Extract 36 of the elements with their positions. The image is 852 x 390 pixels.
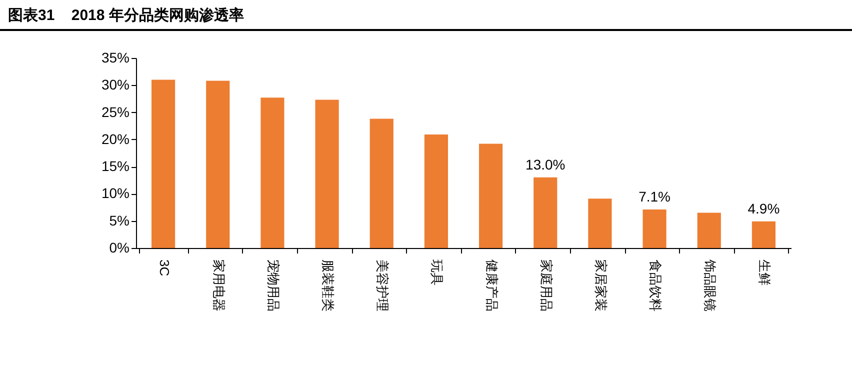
y-tick-label: 10% [101, 185, 130, 202]
bar [424, 134, 448, 248]
bar [479, 144, 503, 248]
data-label: 7.1% [638, 188, 671, 204]
x-tick-label: 服装鞋类 [320, 260, 336, 312]
bar [588, 198, 612, 248]
y-tick-label: 30% [101, 76, 130, 93]
x-tick-label: 食品饮料 [648, 260, 664, 312]
y-tick-label: 0% [109, 240, 130, 256]
bar [642, 209, 666, 248]
x-tick-label: 健康产品 [484, 260, 500, 312]
chart-title: 图表31 2018 年分品类网购渗透率 [0, 0, 852, 31]
x-tick-label: 家庭用品 [538, 260, 554, 312]
y-tick-label: 35% [101, 50, 130, 66]
data-label: 13.0% [526, 156, 566, 172]
bar [152, 80, 176, 248]
y-tick-label: 20% [101, 130, 130, 147]
x-tick-label: 3C [156, 260, 172, 276]
bar [697, 212, 721, 248]
y-tick-label: 15% [101, 158, 130, 174]
bar [752, 221, 776, 248]
x-tick-label: 家居家装 [593, 260, 608, 312]
x-tick-label: 家用电器 [211, 260, 226, 312]
x-tick-label: 玩具 [430, 260, 445, 286]
y-tick-label: 25% [101, 104, 130, 120]
data-label: 4.9% [748, 200, 780, 216]
bar [315, 100, 339, 248]
bar [206, 80, 230, 248]
y-tick-label: 5% [109, 212, 130, 228]
x-tick-label: 生鲜 [757, 260, 772, 286]
bar [370, 118, 394, 248]
x-tick-label: 饰品眼镜 [702, 258, 718, 312]
x-tick-label: 宠物用品 [266, 260, 281, 312]
bar [534, 177, 558, 248]
bar [260, 98, 284, 248]
x-tick-label: 美容护理 [375, 260, 390, 312]
